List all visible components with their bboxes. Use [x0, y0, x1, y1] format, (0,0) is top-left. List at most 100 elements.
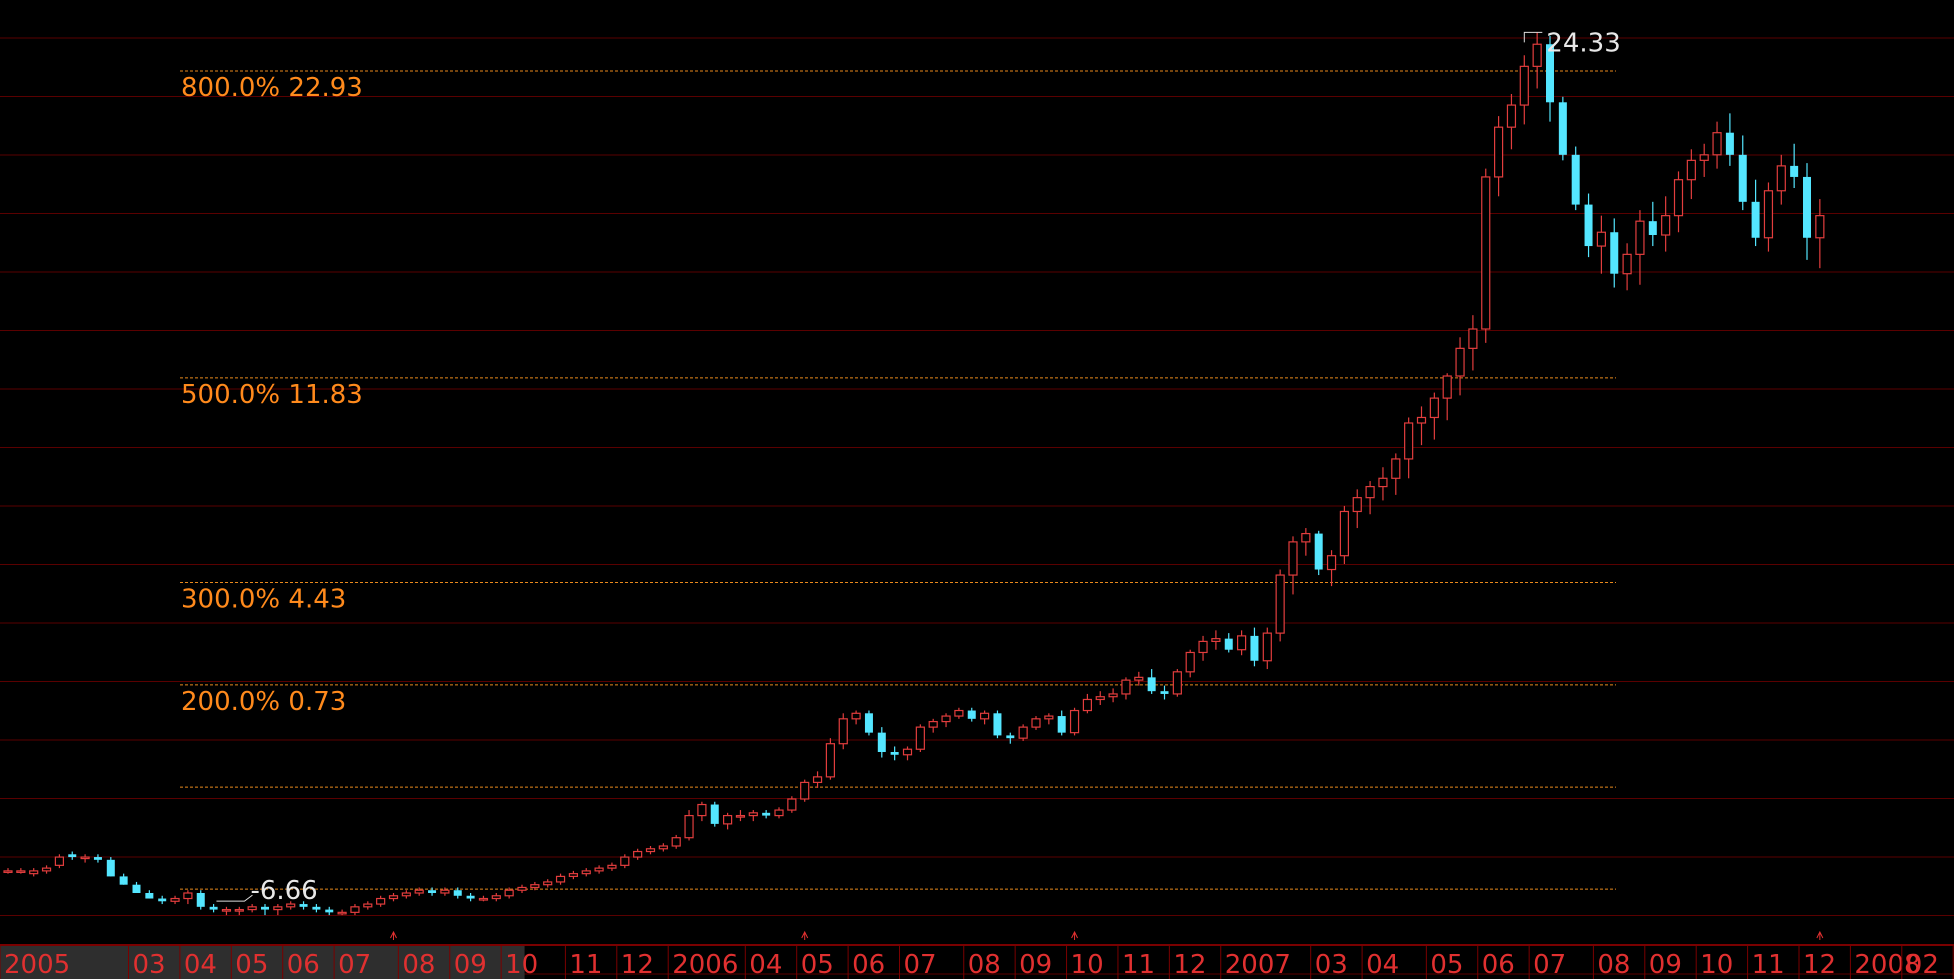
candle-body-up	[954, 709, 964, 717]
candle-body-up	[1082, 698, 1093, 712]
candle	[428, 887, 437, 896]
candle-body-up	[1262, 632, 1272, 662]
candle	[928, 718, 938, 733]
candle	[466, 893, 475, 902]
event-arrow-icon	[1816, 930, 1824, 940]
candle	[80, 854, 90, 863]
candle-body-down	[1571, 154, 1580, 205]
candle-body-up	[594, 867, 604, 872]
candle-body-up	[812, 776, 823, 784]
x-tick-label: 04	[184, 950, 217, 979]
candle	[620, 854, 630, 869]
candle-body-up	[1108, 693, 1118, 698]
candle	[877, 727, 886, 758]
candle-body-down	[106, 859, 115, 877]
candle	[1519, 55, 1529, 125]
candle-body-up	[1301, 532, 1311, 543]
x-tick-label: 05	[1430, 950, 1463, 979]
x-tick-label: 12	[1803, 950, 1836, 979]
candle	[1172, 669, 1182, 697]
candle	[530, 881, 540, 891]
candle-body-up	[838, 718, 848, 745]
candle	[684, 810, 694, 841]
candle	[1815, 199, 1825, 269]
candle-body-up	[401, 892, 411, 897]
x-tick-label: 08	[402, 950, 435, 979]
candle-body-up	[1275, 574, 1285, 634]
candle	[671, 834, 681, 849]
candle-body-up	[376, 897, 386, 905]
candle	[16, 868, 26, 874]
candle-body-up	[928, 720, 938, 728]
x-tick-label: 07	[1533, 950, 1566, 979]
candle-body-up	[1712, 132, 1722, 156]
x-tick-label: 12	[1173, 950, 1206, 979]
candle-body-up	[1365, 485, 1375, 499]
candle	[1751, 179, 1760, 247]
candle-body-up	[748, 812, 758, 817]
candle-body-down	[145, 893, 154, 899]
candle-body-down	[1648, 221, 1657, 235]
candle	[1442, 373, 1452, 421]
candle	[363, 901, 373, 910]
candle	[979, 710, 990, 725]
candle	[388, 893, 399, 902]
candle-body-up	[1596, 231, 1607, 247]
candle-body-down	[93, 857, 102, 860]
x-range-selection[interactable]	[0, 946, 525, 979]
candle-body-up	[504, 889, 514, 897]
candle-body-up	[183, 892, 193, 900]
candle-body-up	[273, 906, 283, 911]
candle	[1160, 685, 1169, 700]
event-arrow-icon	[390, 930, 397, 940]
candle	[645, 846, 656, 855]
candle-body-up	[1776, 165, 1786, 192]
x-tick-label: 2008	[1854, 950, 1920, 979]
candle	[286, 901, 296, 910]
candle	[1314, 530, 1323, 576]
candle	[325, 906, 334, 916]
fib-level-label: 500.0% 11.83	[181, 380, 363, 410]
candle-body-up	[915, 726, 925, 750]
candle-body-up	[286, 903, 296, 908]
candle	[697, 801, 707, 822]
candle-body-up	[337, 911, 347, 915]
candle	[1018, 724, 1028, 741]
candle	[1404, 417, 1414, 479]
candle	[1250, 627, 1259, 667]
candle	[312, 904, 321, 913]
candle-body-up	[1763, 190, 1774, 239]
candle-body-up	[1493, 126, 1504, 178]
candle-body-up	[1699, 154, 1709, 161]
candle	[1236, 630, 1247, 656]
candle	[1699, 143, 1709, 177]
candle-body-up	[1211, 638, 1221, 643]
candle-body-up	[388, 895, 399, 900]
candle-body-up	[1185, 651, 1195, 673]
candle-body-up	[1018, 726, 1028, 739]
candle-body-up	[581, 870, 591, 875]
candle	[774, 807, 784, 819]
candle-body-down	[119, 876, 128, 885]
candle	[350, 904, 360, 916]
candle	[132, 881, 141, 893]
candle-body-up	[1134, 676, 1144, 681]
candle	[1224, 633, 1233, 653]
x-tick-label: 06	[852, 950, 885, 979]
candle-body-up	[440, 889, 450, 894]
candle-body-up	[684, 814, 694, 839]
candle	[1610, 218, 1619, 288]
candle-body-down	[1584, 204, 1593, 247]
x-tick-label: 09	[1649, 950, 1682, 979]
x-tick-label: 04	[1366, 950, 1399, 979]
candle	[1057, 710, 1066, 736]
candle-body-up	[1352, 497, 1362, 513]
low-marker-line	[216, 894, 253, 902]
candle-body-up	[787, 798, 797, 811]
candle	[29, 868, 39, 877]
candle-body-up	[1532, 43, 1542, 67]
x-tick-label: 09	[1019, 950, 1052, 979]
candle	[851, 710, 861, 725]
x-tick-label: 04	[749, 950, 782, 979]
candle-body-up	[1121, 679, 1131, 695]
